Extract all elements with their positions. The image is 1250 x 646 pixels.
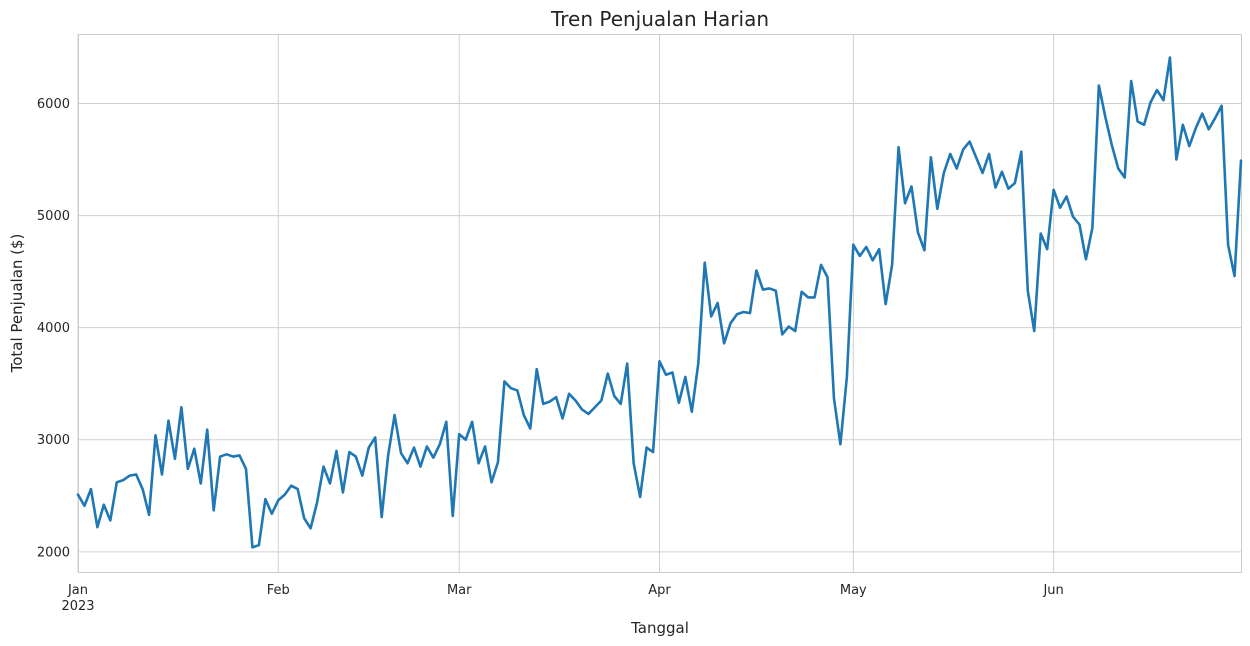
y-tick-label: 6000	[37, 97, 70, 112]
y-tick-label: 2000	[37, 545, 70, 560]
y-tick-label: 4000	[37, 321, 70, 336]
x-tick-label: May	[840, 583, 867, 598]
y-tick-label: 3000	[37, 433, 70, 448]
y-axis-label: Total Penjualan ($)	[8, 234, 26, 374]
y-axis-ticks: 2000 3000 4000 5000 6000	[37, 97, 70, 560]
x-tick-label: Jan	[67, 583, 88, 598]
x-tick-label: Feb	[267, 583, 290, 598]
x-tick-sublabel: 2023	[61, 599, 94, 614]
series-layer	[76, 56, 1243, 549]
grid-lines	[77, 34, 1241, 572]
sales-series-line	[76, 56, 1243, 549]
y-tick-label: 5000	[37, 209, 70, 224]
x-tick-label: Apr	[648, 583, 671, 598]
plot-area-frame	[78, 34, 1242, 573]
x-tick-label: Mar	[447, 583, 472, 598]
x-tick-label: Jun	[1042, 583, 1063, 598]
x-axis-label: Tanggal	[630, 619, 689, 637]
chart-title: Tren Penjualan Harian	[550, 7, 769, 31]
